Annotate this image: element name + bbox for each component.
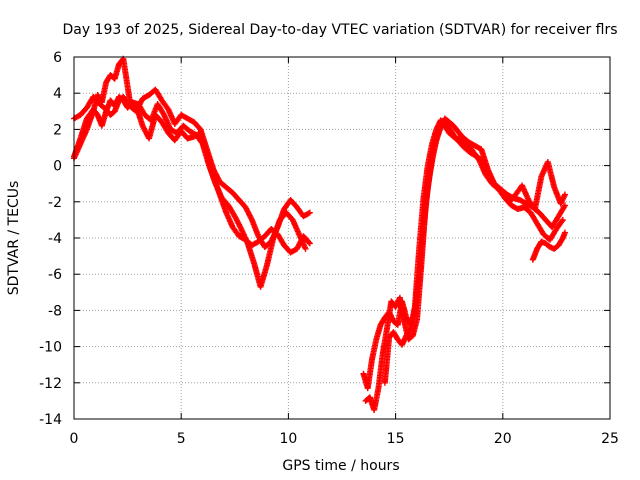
x-tick-label: 25 (601, 431, 619, 447)
x-tick-label: 15 (387, 431, 405, 447)
y-tick-label: -4 (48, 231, 62, 247)
series-2 (71, 55, 313, 256)
y-tick-label: 4 (53, 86, 62, 102)
series-5 (381, 117, 568, 386)
x-tick-label: 20 (494, 431, 512, 447)
data-point (406, 326, 413, 333)
series-6 (529, 229, 568, 263)
y-tick-label: -6 (48, 267, 62, 283)
y-tick-label: -8 (48, 303, 62, 319)
y-tick-label: 6 (53, 50, 62, 66)
y-tick-label: -10 (39, 340, 62, 356)
x-axis-label: GPS time / hours (282, 458, 399, 474)
data-point (561, 229, 568, 236)
data-points (71, 55, 568, 413)
data-point (559, 216, 566, 223)
y-tick-label: 0 (53, 159, 62, 175)
axis-ticks: -14 -12 -10 -8 -6 -4 -2 0 2 4 6 0 5 10 15 20 25 (39, 50, 619, 447)
x-tick-label: 5 (177, 431, 186, 447)
y-tick-label: -2 (48, 195, 62, 211)
data-point (306, 209, 313, 216)
data-point (306, 240, 313, 247)
data-point (561, 191, 568, 198)
data-point (305, 210, 312, 217)
x-tick-label: 0 (70, 431, 79, 447)
data-point (558, 218, 565, 225)
data-point (305, 239, 312, 246)
y-tick-label: -12 (39, 376, 62, 392)
y-tick-label: 2 (53, 122, 62, 138)
series-4 (362, 119, 566, 413)
y-tick-label: -14 (39, 412, 62, 428)
series-0 (71, 93, 309, 290)
data-point (561, 202, 568, 209)
x-tick-label: 10 (279, 431, 297, 447)
y-axis-label: SDTVAR / TECUs (6, 181, 22, 296)
grid-lines (74, 57, 610, 419)
data-point (302, 245, 309, 252)
series-1 (71, 86, 313, 251)
chart-title: Day 193 of 2025, Sidereal Day-to-day VTE… (62, 22, 617, 38)
